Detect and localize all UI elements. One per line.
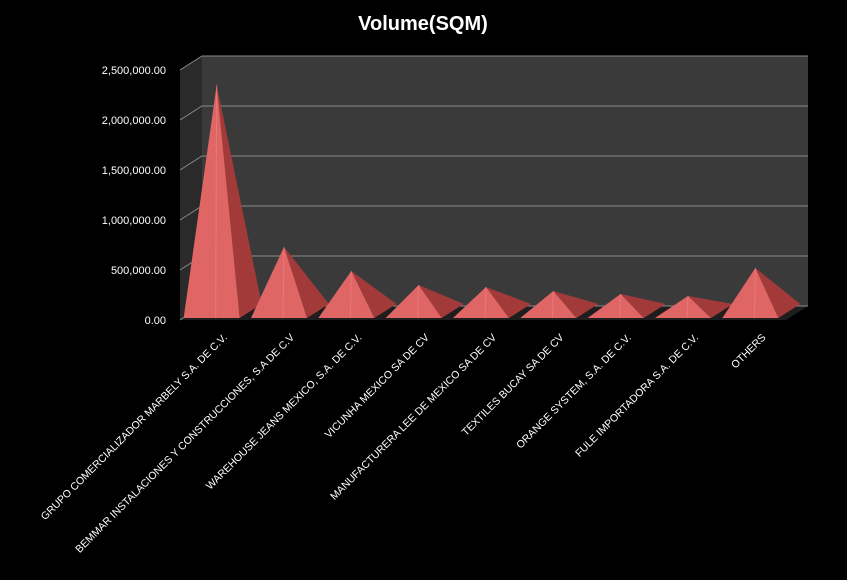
bar-front-face (520, 291, 577, 318)
x-tick-label: ORANGE SYSTEM, S.A. DE C.V. (514, 332, 634, 452)
bar-highlight (686, 295, 689, 319)
bar-highlight (753, 267, 756, 319)
gridline (179, 55, 808, 71)
gridline (179, 155, 808, 171)
y-tick-label: 1,500,000.00 (102, 165, 166, 177)
bar-front-face (385, 285, 442, 318)
x-tick-label: BEMMAR INSTALACIONES Y CONSTRUCCIONES, S… (73, 332, 297, 556)
bar-highlight (215, 84, 218, 319)
bar (385, 284, 464, 319)
bar-side-face (418, 285, 464, 318)
bar-front-face (587, 294, 644, 318)
bar-highlight (417, 284, 420, 319)
bar-side-face (486, 287, 531, 318)
bar-highlight (349, 270, 352, 319)
bar-highlight (484, 286, 487, 319)
y-tick-label: 1,000,000.00 (102, 215, 166, 227)
bar-side-face (216, 85, 262, 318)
bar-highlight (619, 293, 622, 319)
bar-front-face (655, 296, 711, 318)
bar-side-face (553, 291, 599, 318)
bar (655, 295, 733, 319)
bar-front-face (453, 287, 509, 318)
y-tick-label: 2,500,000.00 (102, 65, 166, 77)
chart-title: Volume(SQM) (358, 13, 488, 35)
bar (183, 84, 262, 319)
bar (722, 267, 801, 319)
bar-side-face (284, 247, 329, 318)
bar-highlight (551, 290, 554, 319)
bar-front-face (251, 247, 307, 318)
y-tick-label: 500,000.00 (111, 265, 166, 277)
bar-front-face (318, 271, 375, 318)
y-tick-label: 0.00 (145, 315, 166, 327)
x-tick-label: OTHERS (729, 332, 768, 371)
x-tick-label: WAREHOUSE JEANS MEXICO, S.A. DE C.V. (204, 332, 365, 493)
bar-front-face (722, 268, 779, 318)
bar-side-face (755, 268, 801, 318)
gridline (179, 105, 808, 121)
y-tick-label: 2,000,000.00 (102, 115, 166, 127)
bar (318, 270, 397, 319)
bar-highlight (282, 246, 285, 319)
bar (520, 290, 599, 319)
bar (587, 293, 666, 319)
bar (453, 286, 531, 319)
bar-side-face (351, 271, 397, 318)
bar-side-face (620, 294, 666, 318)
back-wall (202, 56, 808, 306)
bar-front-face (183, 85, 240, 318)
bar-side-face (688, 296, 733, 318)
x-tick-label: FULE IMPORTADORA S.A. DE C.V. (573, 332, 701, 460)
bar (251, 246, 329, 319)
